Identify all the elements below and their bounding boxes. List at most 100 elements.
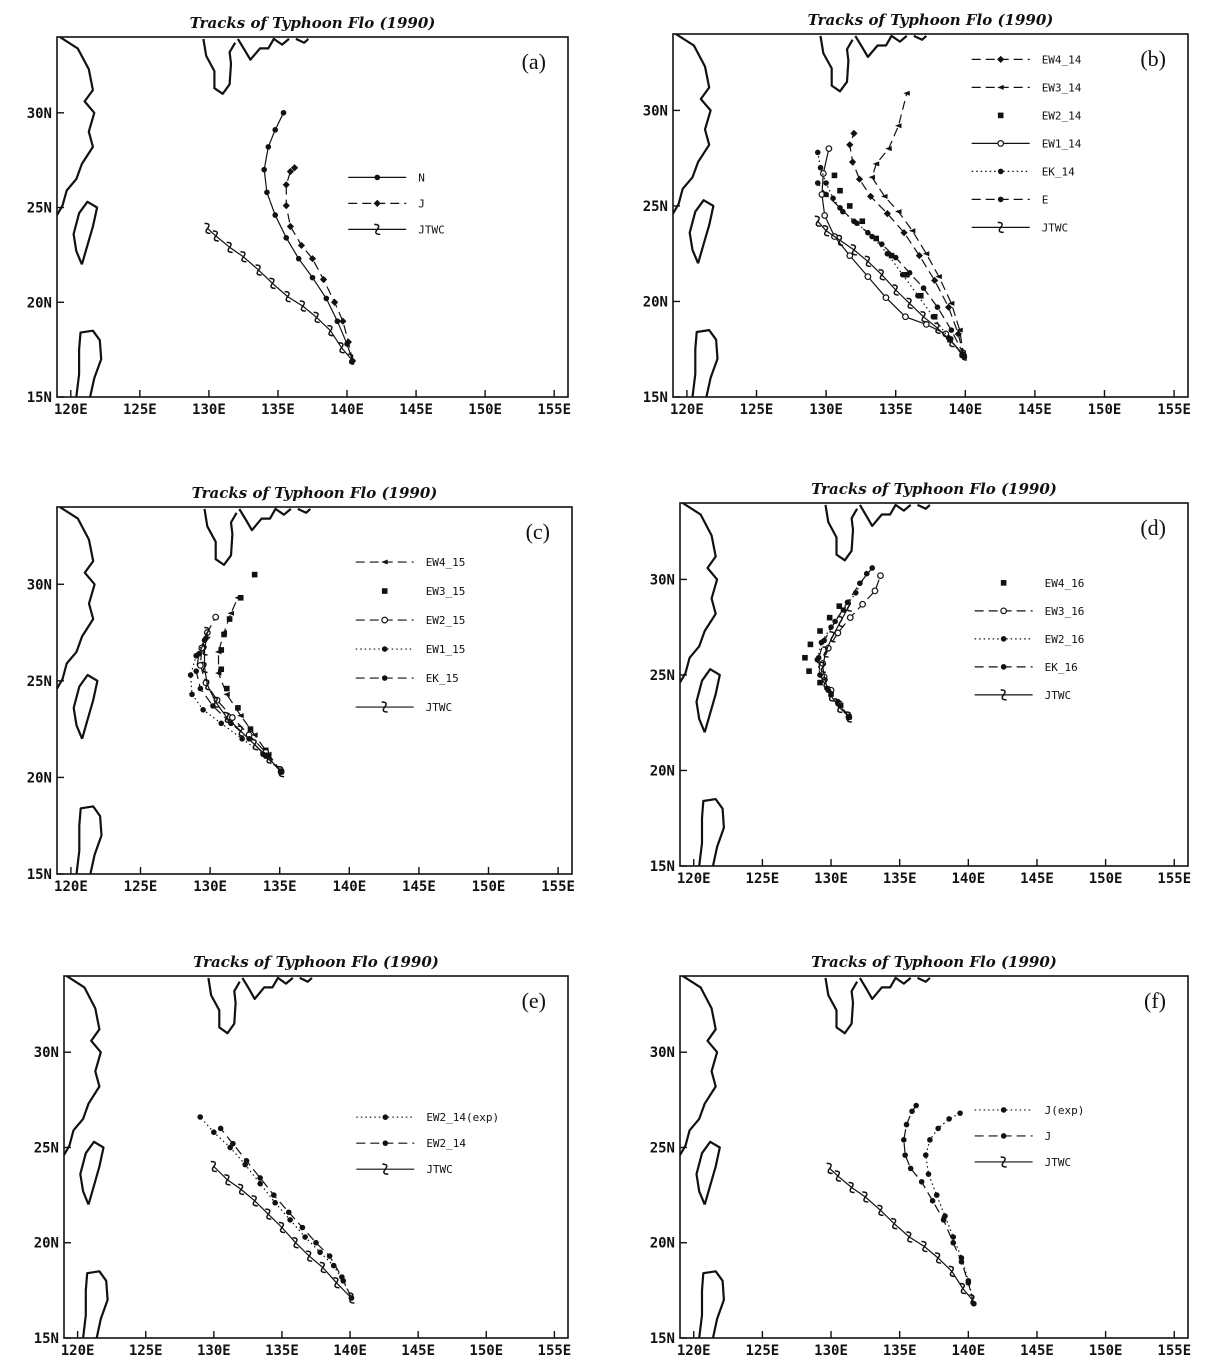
y-tick-label: 30N: [27, 577, 52, 593]
marker-ew3-14: [885, 146, 892, 152]
x-tick-label: 120E: [670, 402, 704, 418]
marker-jtwc: [212, 230, 219, 242]
y-tick-label: 20N: [650, 1236, 675, 1252]
marker-ew3-16: [846, 614, 854, 622]
coastline: [57, 37, 96, 216]
marker-j: [909, 1108, 915, 1115]
legend-label-jtwc: JTWC: [426, 1163, 453, 1176]
marker-ew1-14: [997, 140, 1005, 147]
marker-jtwc: [948, 1265, 955, 1278]
marker-ew1-15: [187, 672, 194, 678]
y-tick-label: 25N: [34, 1140, 59, 1156]
track-line-j-exp-: [925, 1112, 975, 1304]
marker-j: [907, 1165, 914, 1172]
plot-frame: [63, 975, 569, 1339]
coastline: [680, 976, 719, 1156]
marker-n: [265, 144, 272, 150]
marker-jtwc: [877, 1204, 884, 1217]
marker-j: [282, 181, 290, 189]
coastline-group: [673, 34, 928, 397]
marker-e: [814, 180, 821, 186]
marker-ew4-16: [802, 654, 808, 661]
coastline-group: [57, 507, 312, 874]
marker-ew3-16: [877, 572, 884, 579]
x-tick-label: 125E: [123, 402, 157, 418]
legend: EW4_14 EW3_14 EW2_14 EW1_14 EK_14 E JTWC: [971, 53, 1082, 234]
marker-jtwc: [204, 222, 211, 235]
panel-d: Tracks of Typhoon Flo (1990) (d) 120E 125E 1…: [650, 480, 1191, 887]
coastline-group: [680, 503, 931, 866]
marker-ew1-14: [821, 212, 829, 219]
marker-ew4-14: [944, 303, 953, 311]
panel-a: Tracks of Typhoon Flo (1990) (a) 120E 125E 1…: [27, 14, 571, 418]
coastline: [64, 976, 102, 1156]
marker-jtwc: [381, 701, 388, 713]
legend-label-ek-14: EK_14: [1042, 165, 1075, 178]
coastline: [236, 37, 290, 61]
panel-c: Tracks of Typhoon Flo (1990) (c) 120E 125E 1…: [27, 484, 575, 895]
marker-ew2-14: [270, 1192, 277, 1198]
marker-jtwc: [338, 341, 345, 354]
marker-e: [823, 191, 829, 198]
marker-ew3-14: [872, 161, 880, 167]
marker-ew1-14: [882, 294, 890, 302]
marker-j-exp-: [925, 1171, 932, 1177]
marker-ew3-14: [881, 193, 888, 199]
marker-e: [997, 196, 1004, 203]
legend-label-ew2-16: EW2_16: [1045, 633, 1085, 646]
marker-e: [948, 327, 955, 333]
marker-jtwc: [348, 353, 355, 365]
legend-label-j: J: [1045, 1130, 1052, 1143]
coastline: [203, 508, 238, 566]
x-tick-label: 145E: [401, 1343, 435, 1359]
marker-ew2-14-exp-: [317, 1249, 323, 1256]
marker-j: [950, 1239, 957, 1246]
marker-n: [374, 174, 381, 181]
marker-ew2-14: [257, 1175, 263, 1181]
marker-j: [308, 255, 317, 263]
legend-label-ek-15: EK_15: [426, 672, 459, 685]
marker-ew4-14: [848, 158, 857, 166]
marker-ek-14: [814, 149, 821, 156]
y-tick-label: 30N: [643, 103, 668, 119]
marker-jtwc: [348, 1292, 355, 1304]
marker-jtwc: [935, 1252, 942, 1264]
marker-ew4-15: [251, 732, 258, 738]
marker-jtwc: [891, 1217, 898, 1230]
track-line-ek-16: [818, 567, 873, 718]
coastline: [238, 507, 292, 532]
marker-ew4-14: [931, 276, 939, 285]
x-tick-label: 135E: [883, 871, 917, 887]
marker-jtwc: [319, 1261, 326, 1274]
marker-ew2-14: [888, 252, 895, 259]
marker-ek-15: [197, 685, 204, 692]
marker-ew3-14: [956, 327, 963, 333]
marker-ew4-14: [846, 141, 854, 149]
coastline: [917, 976, 931, 983]
panel-label: (b): [1140, 46, 1166, 71]
track-line-n: [263, 112, 354, 362]
x-tick-label: 155E: [1157, 402, 1191, 418]
marker-ew3-16: [871, 587, 879, 595]
coastline: [299, 976, 313, 983]
marker-j-exp-: [922, 1152, 929, 1158]
marker-j-exp-: [933, 1192, 940, 1198]
marker-jtwc: [837, 234, 844, 247]
x-tick-label: 135E: [883, 1343, 917, 1359]
x-tick-label: 120E: [54, 402, 88, 418]
marker-jtwc: [265, 1208, 272, 1220]
marker-jtwc: [828, 690, 835, 702]
marker-ew2-14-exp-: [330, 1262, 337, 1269]
coastline: [82, 1270, 109, 1338]
track-line-jtwc: [829, 1167, 973, 1301]
marker-j-exp-: [927, 1137, 933, 1143]
marker-ew1-14: [846, 252, 854, 260]
marker-ew2-14-exp-: [197, 1114, 204, 1120]
marker-ew2-15: [381, 616, 389, 624]
y-tick-label: 30N: [650, 1045, 675, 1061]
marker-j: [940, 1217, 947, 1223]
marker-j: [297, 241, 306, 250]
marker-ew4-14: [954, 330, 962, 338]
panel-title: Tracks of Typhoon Flo (1990): [190, 14, 436, 32]
